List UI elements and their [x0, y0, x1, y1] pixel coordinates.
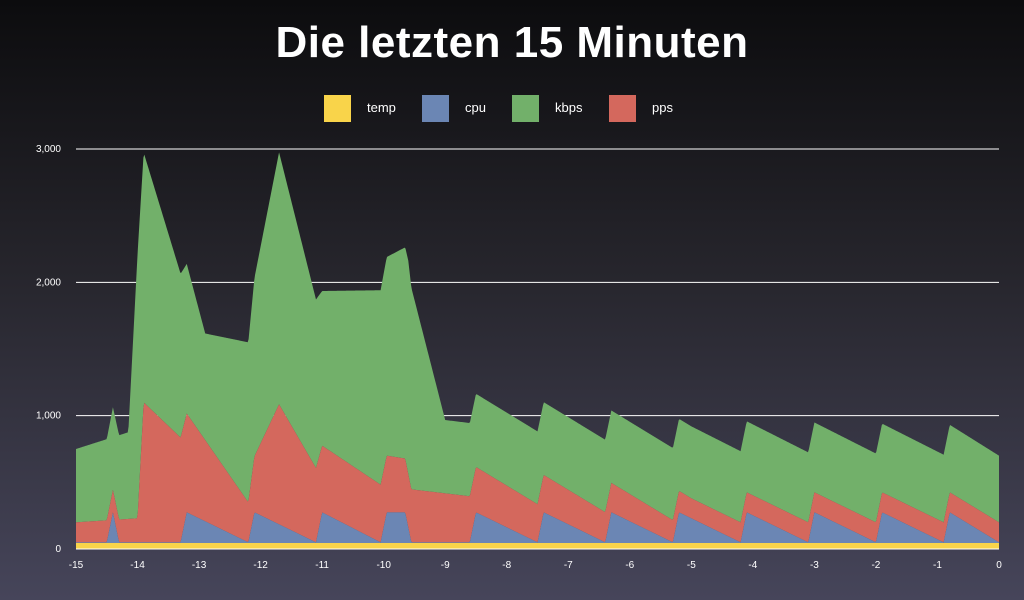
legend-label-pps: pps [652, 100, 673, 115]
x-tick-label: -12 [253, 560, 268, 571]
x-tick-label: -13 [192, 560, 207, 571]
x-tick-label: 0 [996, 560, 1002, 571]
y-tick-label: 2,000 [36, 277, 61, 288]
x-tick-label: -3 [810, 560, 819, 571]
legend-swatch-kbps [512, 95, 539, 122]
x-tick-label: -6 [625, 560, 634, 571]
x-tick-label: -9 [441, 560, 450, 571]
legend-swatch-pps [609, 95, 636, 122]
x-tick-label: -1 [933, 560, 942, 571]
legend-label-cpu: cpu [465, 100, 486, 115]
series-area-pps [76, 402, 999, 543]
legend-swatch-cpu [422, 95, 449, 122]
x-tick-label: -15 [69, 560, 84, 571]
legend: temp cpu kbps pps [0, 94, 1024, 124]
x-tick-label: -8 [502, 560, 511, 571]
series-area-cpu [76, 512, 999, 543]
y-tick-label: 3,000 [36, 144, 61, 155]
x-tick-label: -14 [130, 560, 145, 571]
x-tick-label: -11 [315, 560, 329, 571]
x-tick-label: -10 [376, 560, 391, 571]
x-tick-label: -7 [564, 560, 573, 571]
series-area-kbps [76, 152, 999, 523]
legend-swatch-temp [324, 95, 351, 122]
legend-label-kbps: kbps [555, 100, 583, 115]
legend-label-temp: temp [367, 100, 396, 115]
y-tick-label: 1,000 [36, 411, 61, 422]
chart-title: Die letzten 15 Minuten [275, 18, 749, 67]
series-area-temp [76, 543, 999, 549]
y-tick-label: 0 [55, 544, 61, 555]
x-tick-label: -2 [871, 560, 880, 571]
x-tick-label: -4 [748, 560, 757, 571]
x-tick-label: -5 [687, 560, 696, 571]
